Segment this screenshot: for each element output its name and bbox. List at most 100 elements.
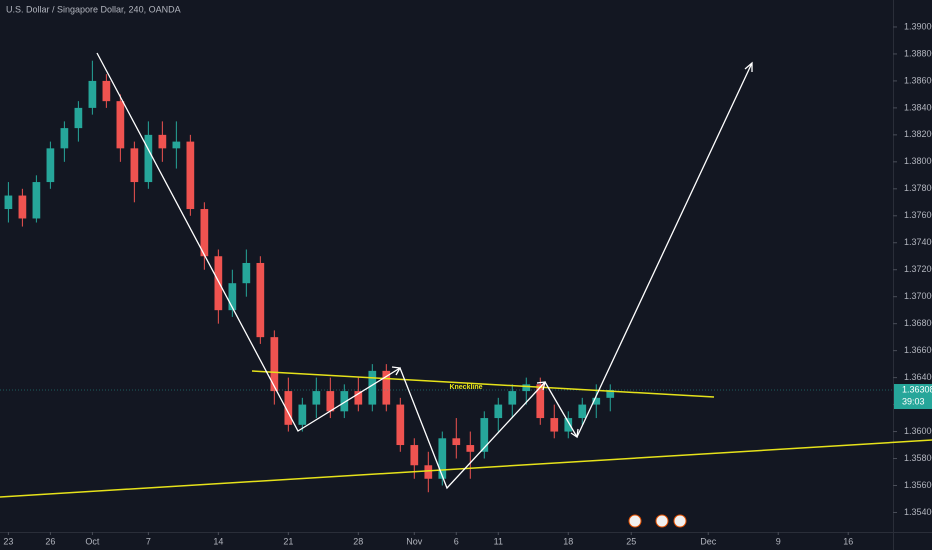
candle-body xyxy=(508,391,517,405)
candle-body xyxy=(270,337,279,392)
candle-body xyxy=(172,141,181,149)
candle-body xyxy=(326,391,335,412)
neckline xyxy=(251,370,715,398)
x-tick-label: 26 xyxy=(45,536,55,546)
candle-body xyxy=(102,80,111,102)
candle-body xyxy=(494,404,503,419)
candle-body xyxy=(256,262,265,338)
event-icon xyxy=(673,514,687,528)
candle-body xyxy=(144,134,153,183)
y-tick-label: 1.38600 xyxy=(904,75,932,85)
countdown-label: 39:03 xyxy=(902,396,925,406)
candle-body xyxy=(116,101,125,149)
y-tick-label: 1.37200 xyxy=(904,264,932,274)
candle-body xyxy=(592,397,601,405)
y-tick-label: 1.36600 xyxy=(904,345,932,355)
candle-body xyxy=(158,134,167,149)
candle-body xyxy=(186,141,195,210)
zigzag-line xyxy=(544,381,578,438)
drawings: Kneckline xyxy=(0,52,932,498)
candle-body xyxy=(200,209,209,257)
y-tick-label: 1.35600 xyxy=(904,480,932,490)
support-trendline xyxy=(0,439,932,498)
y-tick-label: 1.35400 xyxy=(904,507,932,517)
x-tick-label: 18 xyxy=(563,536,573,546)
x-tick-label: 6 xyxy=(454,536,459,546)
candle-body xyxy=(130,148,139,183)
candle-body xyxy=(424,465,433,479)
y-tick-label: 1.38200 xyxy=(904,129,932,139)
candle-body xyxy=(410,445,419,466)
candle-body xyxy=(452,438,461,446)
candle-body xyxy=(46,148,55,183)
arrow-head xyxy=(570,428,579,439)
y-tick-label: 1.37600 xyxy=(904,210,932,220)
arrow-head xyxy=(391,366,402,376)
zigzag-line xyxy=(96,52,401,432)
x-tick-label: 23 xyxy=(3,536,13,546)
x-tick-label: 14 xyxy=(213,536,223,546)
candle-body xyxy=(564,418,573,432)
candle-body xyxy=(18,195,27,219)
candle-body xyxy=(32,182,41,219)
candle-body xyxy=(396,404,405,446)
y-tick-label: 1.35800 xyxy=(904,453,932,463)
x-tick-label: Oct xyxy=(85,536,100,546)
candle-body xyxy=(60,128,69,149)
candle-body xyxy=(536,384,545,419)
y-tick-label: 1.38400 xyxy=(904,102,932,112)
candle-body xyxy=(578,404,587,419)
last-price-label: 1.36308 xyxy=(902,384,932,394)
y-tick-label: 1.38800 xyxy=(904,48,932,58)
y-tick-label: 1.39000 xyxy=(904,21,932,31)
arrow-head xyxy=(744,61,753,72)
y-tick-label: 1.37800 xyxy=(904,183,932,193)
x-tick-label: Dec xyxy=(700,536,717,546)
x-tick-label: Nov xyxy=(406,536,423,546)
y-tick-label: 1.36800 xyxy=(904,318,932,328)
candle-body xyxy=(228,283,237,311)
candle-body xyxy=(214,256,223,311)
candle-body xyxy=(298,404,307,425)
y-tick-label: 1.36400 xyxy=(904,372,932,382)
y-tick-label: 1.36000 xyxy=(904,426,932,436)
last-price-tag xyxy=(894,384,932,410)
chart-title: U.S. Dollar / Singapore Dollar, 240, OAN… xyxy=(6,4,181,14)
x-tick-label: 7 xyxy=(146,536,151,546)
event-icon xyxy=(655,514,669,528)
candle-body xyxy=(522,384,531,392)
plot-area xyxy=(0,60,893,493)
neckline-label: Kneckline xyxy=(449,384,482,391)
arrow-head xyxy=(536,381,546,391)
candle-body xyxy=(606,390,615,398)
candle-body xyxy=(480,418,489,452)
x-tick-label: 11 xyxy=(494,536,503,546)
x-tick-label: 21 xyxy=(283,536,293,546)
event-icon xyxy=(628,514,642,528)
y-tick-label: 1.37000 xyxy=(904,291,932,301)
x-tick-label: 25 xyxy=(626,536,636,546)
candle-body xyxy=(340,391,349,412)
y-tick-label: 1.37400 xyxy=(904,237,932,247)
candle-body xyxy=(354,391,363,405)
projection-line xyxy=(576,62,753,438)
candle-body xyxy=(438,438,447,479)
x-tick-label: 16 xyxy=(843,536,853,546)
event-icons xyxy=(628,514,687,528)
candle-body xyxy=(466,445,475,452)
candle-body xyxy=(550,418,559,432)
x-tick-label: 9 xyxy=(776,536,781,546)
candle-body xyxy=(88,80,97,108)
candle-body xyxy=(4,195,13,210)
candle-body xyxy=(284,391,293,425)
zigzag-line xyxy=(399,367,546,490)
candle-body xyxy=(368,370,377,405)
x-tick-label: 28 xyxy=(353,536,363,546)
candle-body xyxy=(242,262,251,284)
candle-body xyxy=(382,370,391,405)
candle-body xyxy=(74,107,83,129)
y-tick-label: 1.38000 xyxy=(904,156,932,166)
